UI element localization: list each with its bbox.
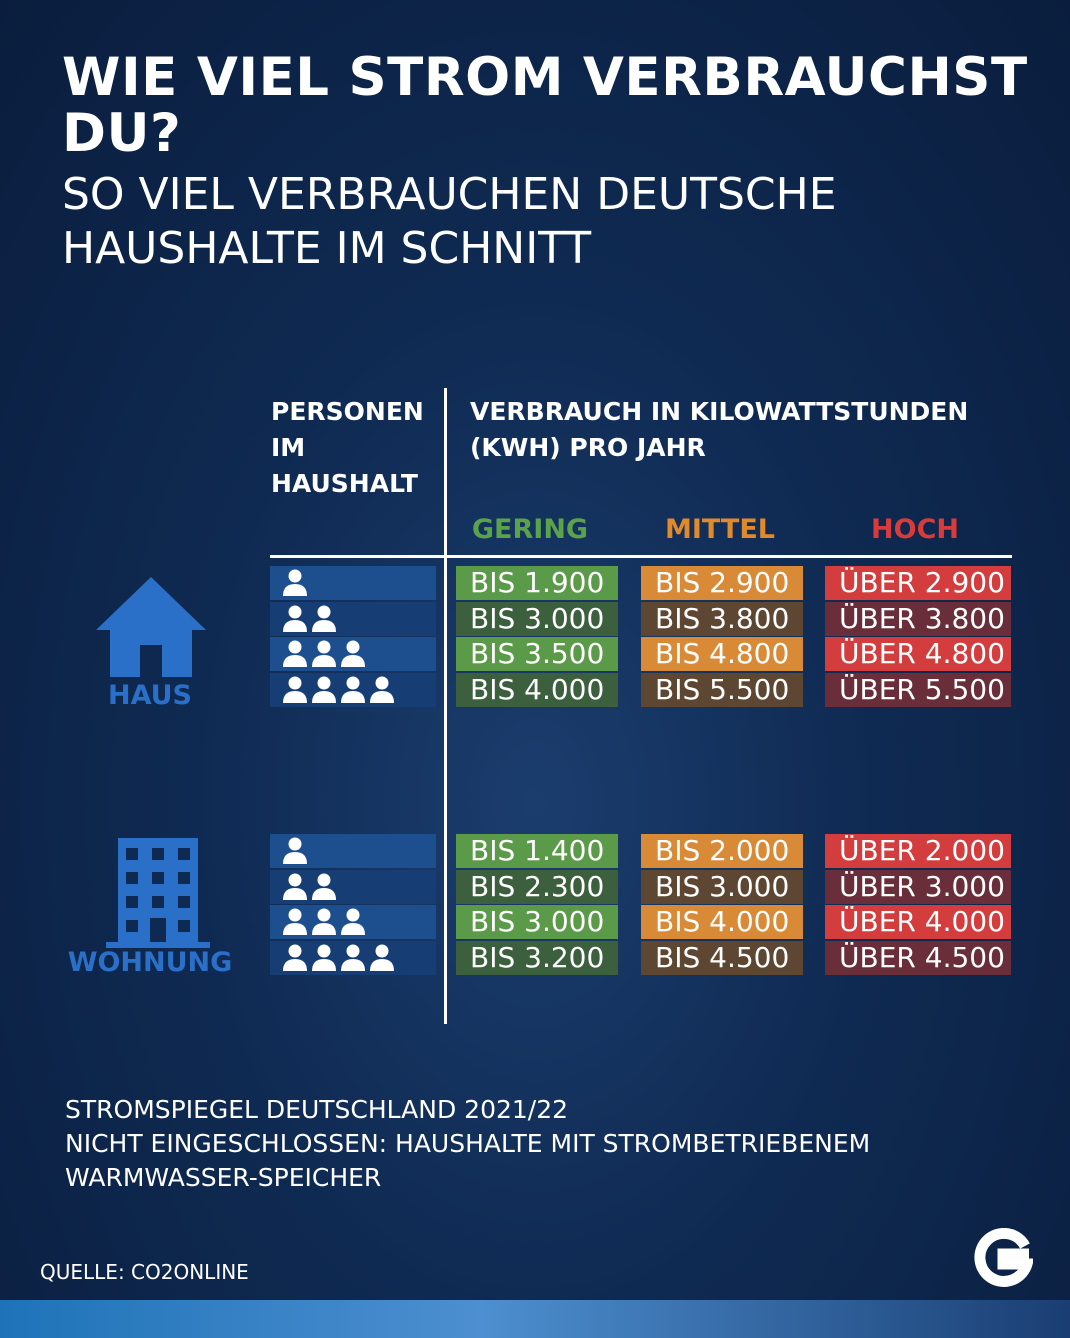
persons-row — [270, 834, 436, 868]
brand-logo-icon — [974, 1228, 1033, 1287]
person-icon — [370, 944, 394, 972]
table-vertical-divider — [444, 388, 447, 1024]
person-icon — [312, 640, 336, 668]
value-cell-high: ÜBER 3.000 — [825, 869, 1011, 904]
page-title: WIE VIEL STROM VERBRAUCHST DU? — [62, 47, 1028, 164]
value-cell-high: ÜBER 3.800 — [825, 601, 1011, 636]
person-icon — [312, 605, 336, 632]
value-cell-low: BIS 2.300 — [456, 869, 618, 904]
footnote-line-1: STROMSPIEGEL DEUTSCHLAND 2021/22 — [65, 1095, 569, 1124]
person-icon — [283, 908, 307, 936]
value-cell-high: ÜBER 4.800 — [825, 637, 1011, 672]
persons-icon-group — [282, 676, 395, 704]
footnote-line-2: NICHT EINGESCHLOSSEN: HAUSHALTE MIT STRO… — [65, 1129, 871, 1158]
persons-row — [270, 566, 436, 600]
person-icon — [312, 873, 336, 900]
persons-row — [270, 637, 436, 672]
value-cell-low: BIS 3.000 — [456, 601, 618, 636]
value-cell-low: BIS 3.500 — [456, 637, 618, 672]
persons-icon-group — [282, 605, 337, 633]
person-icon — [312, 944, 336, 972]
persons-row — [270, 673, 436, 708]
person-icon — [370, 676, 394, 704]
apartment-building-icon — [106, 838, 210, 948]
persons-column-header: PERSONEN IM HAUSHALT — [271, 397, 424, 498]
table-horizontal-divider — [270, 555, 1012, 558]
persons-icon-group — [282, 837, 308, 865]
person-icon — [341, 944, 365, 972]
category-high-label: HOCH — [871, 514, 959, 545]
house-icon — [96, 577, 206, 677]
value-cell-low: BIS 3.000 — [456, 905, 618, 940]
value-cell-high: ÜBER 2.900 — [825, 566, 1011, 600]
person-icon — [341, 676, 365, 704]
person-icon — [283, 569, 307, 596]
value-cell-mid: BIS 4.000 — [641, 905, 803, 940]
persons-row — [270, 601, 436, 636]
value-cell-mid: BIS 2.900 — [641, 566, 803, 600]
persons-row — [270, 905, 436, 940]
persons-icon-group — [282, 640, 366, 668]
group-label-wohnung: WOHNUNG — [67, 947, 233, 978]
category-mid-label: MITTEL — [664, 514, 776, 545]
persons-icon-group — [282, 569, 308, 597]
source-label: QUELLE: CO2ONLINE — [40, 1260, 249, 1284]
person-icon — [283, 676, 307, 704]
person-icon — [283, 605, 307, 632]
value-cell-mid: BIS 3.800 — [641, 601, 803, 636]
value-cell-low: BIS 1.400 — [456, 834, 618, 868]
person-icon — [283, 837, 307, 864]
persons-icon-group — [282, 908, 366, 936]
value-cell-low: BIS 1.900 — [456, 566, 618, 600]
value-cell-mid: BIS 2.000 — [641, 834, 803, 868]
person-icon — [341, 908, 365, 936]
value-cell-high: ÜBER 5.500 — [825, 673, 1011, 708]
footnote-line-3: WARMWASSER-SPEICHER — [65, 1163, 382, 1192]
value-cell-mid: BIS 3.000 — [641, 869, 803, 904]
value-cell-high: ÜBER 2.000 — [825, 834, 1011, 868]
persons-icon-group — [282, 873, 337, 901]
value-cell-mid: BIS 4.800 — [641, 637, 803, 672]
consumption-column-header: VERBRAUCH IN KILOWATTSTUNDEN (KWH) PRO J… — [470, 397, 969, 462]
category-low-label: GERING — [471, 514, 589, 545]
value-cell-mid: BIS 5.500 — [641, 673, 803, 708]
value-cell-high: ÜBER 4.000 — [825, 905, 1011, 940]
value-cell-low: BIS 3.200 — [456, 941, 618, 976]
person-icon — [283, 640, 307, 668]
persons-icon-group — [282, 944, 395, 972]
person-icon — [283, 873, 307, 900]
page-subtitle: SO VIEL VERBRAUCHEN DEUTSCHE HAUSHALTE I… — [62, 169, 837, 274]
value-cell-low: BIS 4.000 — [456, 673, 618, 708]
persons-row — [270, 941, 436, 976]
persons-row — [270, 869, 436, 904]
value-cell-high: ÜBER 4.500 — [825, 941, 1011, 976]
bottom-accent-bar — [0, 1300, 1070, 1338]
value-cell-mid: BIS 4.500 — [641, 941, 803, 976]
person-icon — [283, 944, 307, 972]
person-icon — [312, 676, 336, 704]
person-icon — [312, 908, 336, 936]
person-icon — [341, 640, 365, 668]
group-label-haus: HAUS — [107, 680, 193, 711]
